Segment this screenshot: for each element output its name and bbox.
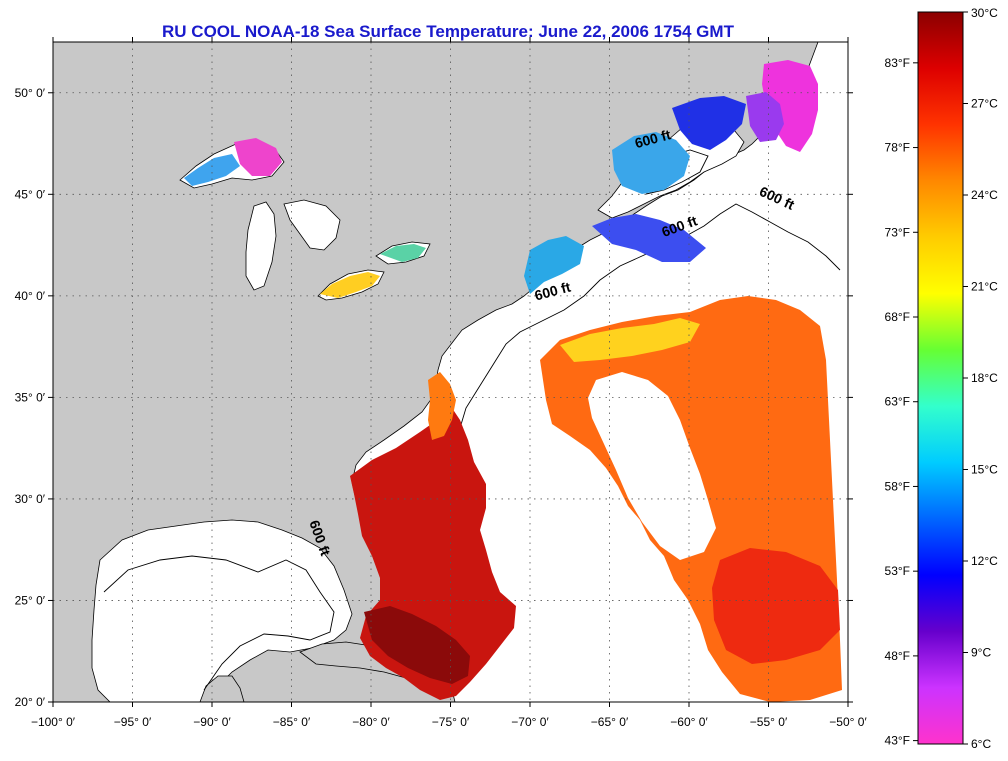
- colorbar: 30°C 27°C 24°C 21°C 18°C 15°C 12°C 9°C 6°C 83°F 7…: [885, 6, 999, 751]
- colorbar-celsius-label: 30°C: [971, 6, 998, 20]
- lon-tick-label: −80° 0′: [352, 715, 390, 729]
- colorbar-fahrenheit-label: 63°F: [885, 395, 910, 409]
- lake-michigan: [245, 201, 277, 291]
- latitude-axis: 20° 0′ 25° 0′ 30° 0′ 35° 0′ 40° 0′ 45° 0′ 50° …: [15, 86, 46, 709]
- sst-offshore-yellow-band: [560, 318, 700, 362]
- colorbar-celsius-label: 6°C: [971, 737, 991, 751]
- lat-tick-label: 40° 0′: [15, 289, 46, 303]
- graticule: [53, 42, 848, 702]
- yucatan-peninsula: [199, 675, 245, 702]
- colorbar-celsius-label: 24°C: [971, 188, 998, 202]
- lon-tick-label: −55° 0′: [750, 715, 788, 729]
- sst-carolina-coast: [428, 372, 456, 440]
- colorbar-celsius-label: 27°C: [971, 97, 998, 111]
- lon-tick-label: −70° 0′: [511, 715, 549, 729]
- sst-slope-red: [712, 548, 840, 664]
- sst-nova-scotia-shelf: [592, 214, 706, 262]
- colorbar-celsius-label: 18°C: [971, 371, 998, 385]
- lon-tick-label: −100° 0′: [31, 715, 76, 729]
- lon-tick-label: −95° 0′: [114, 715, 152, 729]
- sst-caribbean-dark: [364, 606, 470, 684]
- lon-tick-label: −90° 0′: [193, 715, 231, 729]
- colorbar-fahrenheit-label: 68°F: [885, 310, 910, 324]
- colorbar-fahrenheit-label: 78°F: [885, 141, 910, 155]
- lat-tick-label: 30° 0′: [15, 492, 46, 506]
- colorbar-celsius-label: 21°C: [971, 280, 998, 294]
- lat-tick-label: 45° 0′: [15, 187, 46, 201]
- sst-labrador-violet: [746, 92, 784, 142]
- sst-newfoundland-blue: [672, 96, 746, 150]
- lon-tick-label: −65° 0′: [591, 715, 629, 729]
- colorbar-fahrenheit-label: 48°F: [885, 649, 910, 663]
- sst-lake-superior-cold: [184, 154, 240, 186]
- colorbar-fahrenheit-label: 43°F: [885, 734, 910, 748]
- colorbar-fahrenheit-labels: 83°F 78°F 73°F 68°F 63°F 58°F 53°F 48°F 43°F: [885, 56, 918, 748]
- sst-lake-superior-magenta: [234, 138, 282, 176]
- lon-tick-label: −85° 0′: [273, 715, 311, 729]
- longitude-axis: −100° 0′ −95° 0′ −90° 0′ −85° 0′ −80° 0′ −75°…: [31, 715, 867, 729]
- lon-tick-label: −60° 0′: [670, 715, 708, 729]
- colorbar-fahrenheit-label: 83°F: [885, 56, 910, 70]
- colorbar-celsius-label: 12°C: [971, 554, 998, 568]
- gulf-of-mexico: [91, 519, 353, 702]
- lat-tick-label: 50° 0′: [15, 86, 46, 100]
- sst-lake-erie-warm: [320, 272, 380, 298]
- lat-tick-label: 20° 0′: [15, 695, 46, 709]
- sst-cloud-gap: [588, 372, 716, 560]
- lat-tick-label: 35° 0′: [15, 390, 46, 404]
- colorbar-celsius-labels: 30°C 27°C 24°C 21°C 18°C 15°C 12°C 9°C 6°C: [963, 6, 998, 751]
- axis-ticks: [48, 37, 853, 707]
- sst-gulf-of-maine: [524, 236, 584, 294]
- colorbar-celsius-label: 9°C: [971, 646, 991, 660]
- sst-st-lawrence: [612, 132, 690, 194]
- lon-tick-label: −75° 0′: [432, 715, 470, 729]
- colorbar-fahrenheit-label: 53°F: [885, 564, 910, 578]
- sst-imagery: [184, 60, 842, 702]
- colorbar-fahrenheit-label: 58°F: [885, 479, 910, 493]
- colorbar-fahrenheit-label: 73°F: [885, 225, 910, 239]
- lake-huron: [283, 199, 341, 251]
- colorbar-celsius-label: 15°C: [971, 463, 998, 477]
- map-title: RU COOL NOAA-18 Sea Surface Temperature:…: [162, 22, 735, 41]
- colorbar-scale: [917, 11, 964, 745]
- lat-tick-label: 25° 0′: [15, 593, 46, 607]
- sst-lake-ontario: [380, 244, 426, 262]
- lon-tick-label: −50° 0′: [829, 715, 867, 729]
